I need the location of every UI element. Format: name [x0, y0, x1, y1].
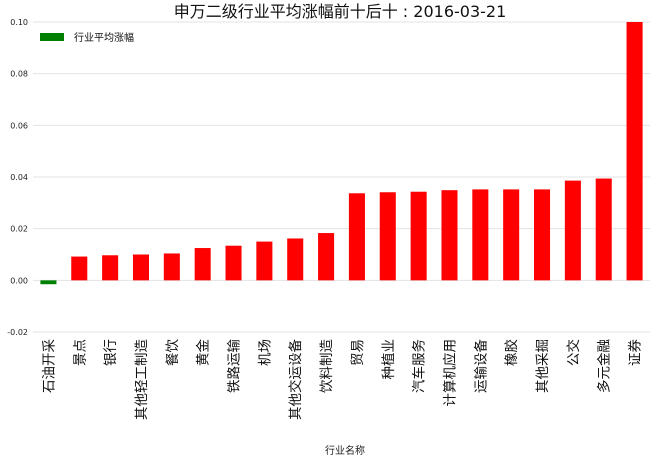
bar [410, 191, 427, 281]
x-axis-label: 行业名称 [325, 444, 365, 457]
bar [472, 189, 489, 281]
bar [40, 280, 57, 285]
bar [194, 248, 211, 281]
bar [534, 189, 551, 281]
bar [348, 193, 365, 281]
bar [287, 238, 304, 281]
bar [102, 255, 119, 281]
x-tick-label: 机场 [257, 339, 273, 366]
bar [318, 233, 335, 281]
x-tick-label: 其他轻工制造 [134, 339, 150, 420]
bar [379, 192, 396, 281]
bar [71, 256, 88, 281]
x-tick-label: 其他采掘 [535, 339, 551, 393]
bar [256, 241, 273, 281]
bar [626, 22, 643, 281]
x-tick-label: 铁路运输 [227, 339, 243, 393]
y-tick-label: 0.00 [10, 276, 28, 285]
x-tick-label: 橡胶 [503, 339, 520, 366]
y-tick-label: 0.10 [10, 18, 28, 27]
y-tick-label: 0.06 [10, 121, 28, 130]
x-tick-label: 餐饮 [165, 339, 181, 366]
x-tick-label: 景点 [72, 339, 88, 366]
x-tick-label: 种植业 [381, 339, 397, 380]
x-tick-label: 黄金 [196, 339, 212, 366]
x-tick-label: 多元金融 [596, 339, 613, 393]
y-tick-label: -0.02 [7, 328, 28, 337]
x-tick-label: 运输设备 [472, 339, 489, 393]
legend-swatch [40, 33, 64, 41]
y-tick-label: 0.08 [10, 70, 28, 79]
bar [564, 180, 581, 281]
x-tick-label: 贸易 [350, 339, 366, 366]
x-tick-label: 计算机应用 [441, 339, 458, 407]
bar [225, 245, 242, 281]
legend: 行业平均涨幅 [40, 31, 134, 44]
x-tick-label: 饮料制造 [319, 339, 335, 393]
y-tick-label: 0.02 [10, 225, 28, 234]
x-tick-label: 汽车服务 [411, 339, 428, 393]
bar [163, 253, 180, 281]
x-axis: 石油开采 景点 银行 其他轻工制造 餐饮 黄金 铁路运输 机场 其他交运设备 饮料制造 贸易 种植业汽… [41, 339, 643, 420]
bar [503, 189, 520, 281]
x-tick-label: 其他交运设备 [287, 339, 304, 420]
x-tick-label: 银行 [103, 339, 119, 366]
grid [33, 21, 650, 333]
y-axis: -0.02 0.00 0.02 0.04 0.06 0.08 0.10 [7, 18, 28, 337]
y-tick-label: 0.04 [10, 173, 28, 182]
x-tick-label: 石油开采 [41, 339, 57, 393]
bar [595, 178, 612, 281]
bar [441, 190, 458, 281]
x-tick-label: 公交 [565, 339, 582, 366]
chart-title: 申万二级行业平均涨幅前十后十 : 2016-03-21 [174, 2, 507, 21]
bar [132, 254, 149, 281]
legend-label: 行业平均涨幅 [74, 31, 134, 44]
x-tick-label: 证券 [628, 339, 644, 366]
bars [40, 22, 643, 285]
